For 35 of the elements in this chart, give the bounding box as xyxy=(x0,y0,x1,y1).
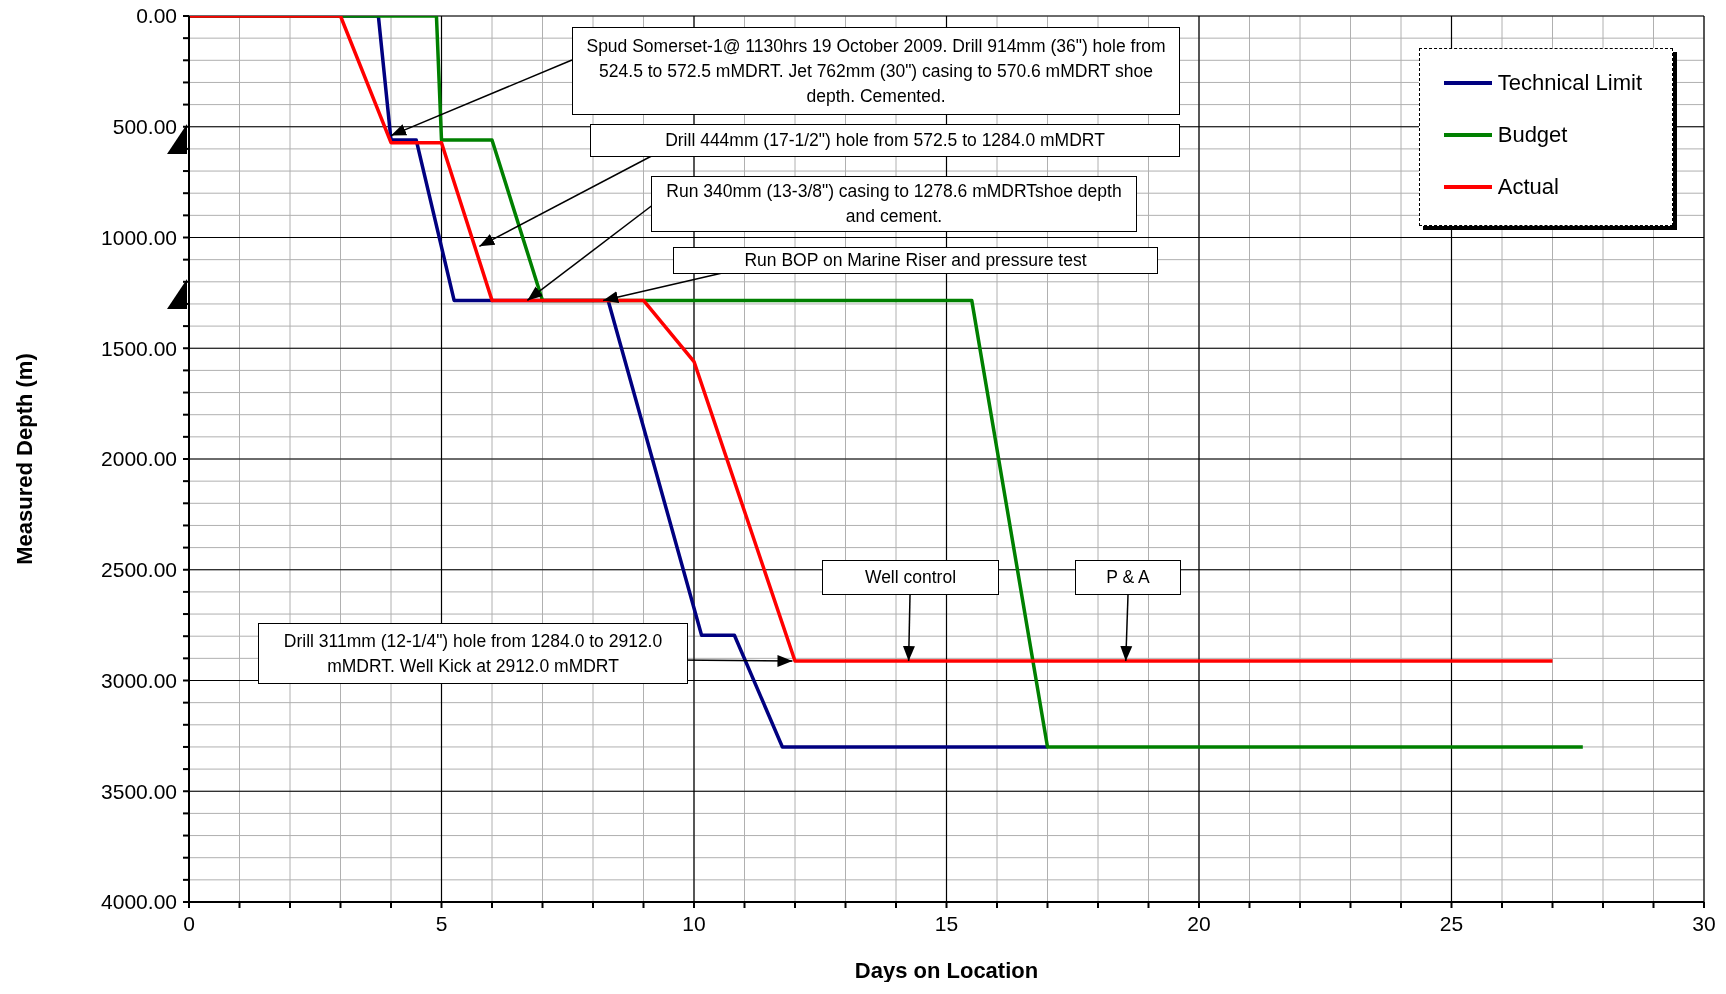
y-tick-label: 1000.00 xyxy=(101,225,177,249)
y-tick-label: 2500.00 xyxy=(101,558,177,582)
x-tick-label: 15 xyxy=(934,911,959,935)
annotation: Drill 444mm (17-1/2") hole from 572.5 to 1284.0 mMDRT xyxy=(665,129,1105,152)
callout-box: Run BOP on Marine Riser and pressure test xyxy=(673,247,1158,274)
y-axis-title: Measured Depth (m) xyxy=(11,353,37,565)
callout-box: Spud Somerset-1@ 1130hrs 19 October 2009. Drill 914mm (36") hole from 524.5 to 572.5 mMDRT. Jet 762mm (30") casing to 570.6 mMDRT shoe depth. Cemented. xyxy=(572,27,1180,115)
x-tick-label: 10 xyxy=(682,911,706,935)
annotation: Spud Somerset-1@ 1130hrs 19 October 2009. Drill 914mm (36") hole from 524.5 to 572.5 mMDRT. Jet 762mm (30") casing to 570.6 mMDRT shoe depth. Cemented. xyxy=(585,34,1167,108)
x-tick-label: 25 xyxy=(1439,911,1464,935)
annotation: Run 340mm (13-3/8") casing to 1278.6 mMDRTshoe depth and cement. xyxy=(665,180,1123,228)
callout-box: P & A xyxy=(1075,560,1181,595)
y-tick-label: 3000.00 xyxy=(101,668,177,692)
annotation: Well control xyxy=(864,566,957,589)
y-tick-label: 0.00 xyxy=(136,4,177,28)
y-tick-label: 1500.00 xyxy=(101,336,177,360)
x-tick-label: 5 xyxy=(435,911,448,935)
x-tick-label: 30 xyxy=(1692,911,1716,935)
legend-label: Actual xyxy=(1497,174,1559,200)
x-tick-label: 20 xyxy=(1187,911,1211,935)
annotation: Drill 311mm (12-1/4") hole from 1284.0 to 2912.0 mMDRT. Well Kick at 2912.0 mMDRT xyxy=(282,629,664,678)
legend-label: Budget xyxy=(1497,122,1568,148)
y-tick-label: 500.00 xyxy=(112,115,177,139)
annotation: Run BOP on Marine Riser and pressure test xyxy=(744,249,1087,272)
callout-box: Drill 311mm (12-1/4") hole from 1284.0 to 2912.0 mMDRT. Well Kick at 2912.0 mMDRT xyxy=(258,623,688,684)
y-tick-label: 2000.00 xyxy=(101,447,177,471)
x-axis-title: Days on Location xyxy=(854,958,1039,983)
callout-box: Well control xyxy=(822,560,999,595)
callout-box: Drill 444mm (17-1/2") hole from 572.5 to 1284.0 mMDRT xyxy=(590,124,1180,157)
y-tick-label: 3500.00 xyxy=(101,779,177,803)
y-tick-label: 4000.00 xyxy=(101,890,177,914)
legend-label: Technical Limit xyxy=(1497,70,1642,96)
callout-box: Run 340mm (13-3/8") casing to 1278.6 mMDRTshoe depth and cement. xyxy=(651,176,1137,232)
x-tick-label: 0 xyxy=(183,911,195,935)
annotation: P & A xyxy=(1106,566,1150,589)
